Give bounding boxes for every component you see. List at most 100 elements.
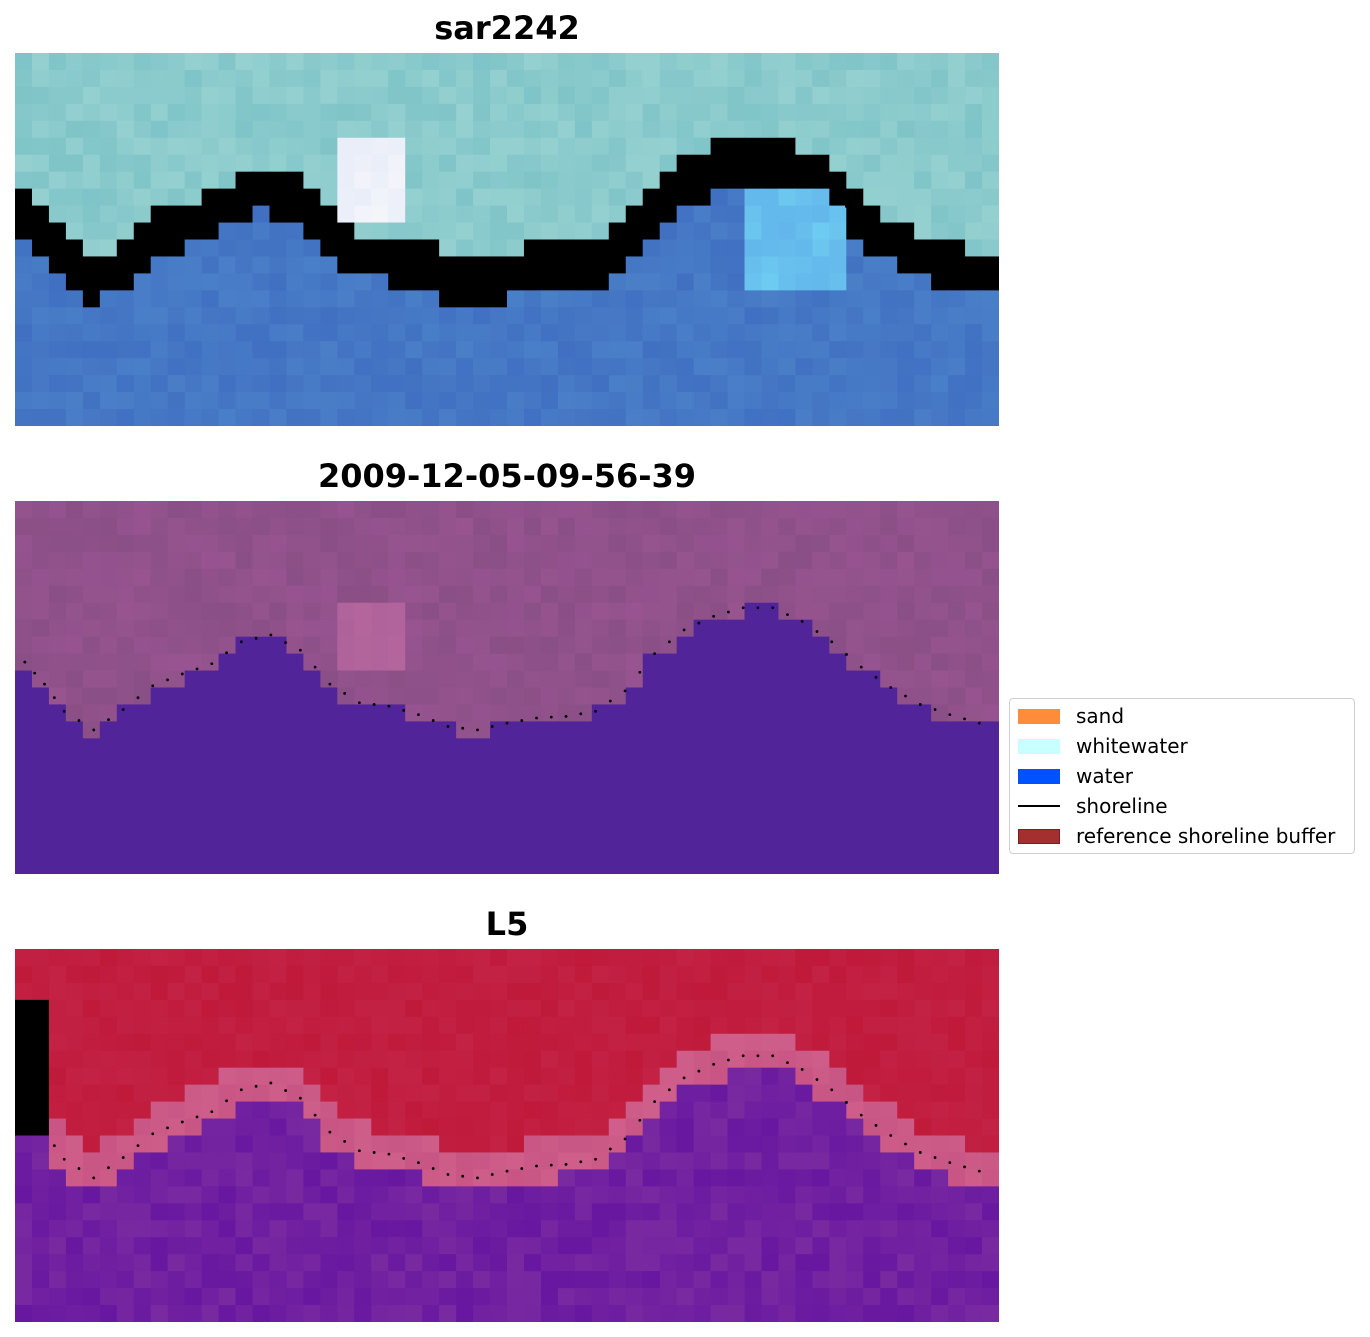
image-pixel xyxy=(252,949,271,967)
image-pixel xyxy=(473,222,491,241)
image-pixel xyxy=(693,1033,712,1052)
image-pixel xyxy=(303,154,321,173)
image-pixel xyxy=(710,534,729,553)
image-pixel xyxy=(965,721,983,739)
image-pixel xyxy=(608,1050,627,1069)
shoreline-point xyxy=(653,1100,656,1103)
image-pixel xyxy=(659,949,678,967)
image-pixel xyxy=(574,806,593,824)
image-pixel xyxy=(184,290,203,308)
image-pixel xyxy=(473,1084,491,1103)
image-pixel xyxy=(337,1271,355,1289)
image-pixel xyxy=(320,188,338,207)
image-pixel xyxy=(167,687,186,706)
image-pixel xyxy=(405,205,423,224)
image-pixel xyxy=(473,239,491,258)
image-pixel xyxy=(15,721,33,739)
image-pixel xyxy=(371,120,389,139)
shoreline-point xyxy=(579,1160,583,1164)
image-pixel xyxy=(31,171,50,190)
image-pixel xyxy=(150,239,169,258)
image-pixel xyxy=(659,1186,678,1204)
image-pixel xyxy=(405,568,423,587)
image-pixel xyxy=(846,738,864,756)
image-pixel xyxy=(880,1305,898,1322)
image-pixel xyxy=(608,1237,627,1255)
image-pixel xyxy=(65,103,84,122)
image-pixel xyxy=(608,205,627,224)
image-pixel xyxy=(184,273,203,291)
image-pixel xyxy=(303,840,321,858)
image-pixel xyxy=(795,1050,813,1069)
image-pixel xyxy=(167,534,186,553)
image-pixel xyxy=(184,53,203,71)
image-pixel xyxy=(507,965,525,984)
image-pixel xyxy=(557,188,576,207)
image-pixel xyxy=(829,823,847,841)
image-pixel xyxy=(676,551,695,570)
image-pixel xyxy=(693,1016,712,1035)
image-pixel xyxy=(320,324,338,342)
image-pixel xyxy=(507,239,525,258)
image-pixel xyxy=(184,1237,203,1255)
shoreline-point xyxy=(594,1157,597,1161)
image-pixel xyxy=(133,239,152,258)
image-pixel xyxy=(48,290,67,308)
image-pixel xyxy=(914,551,932,570)
image-pixel xyxy=(829,103,847,122)
image-pixel xyxy=(540,205,559,224)
image-pixel xyxy=(422,1152,440,1170)
image-pixel xyxy=(473,534,491,553)
image-pixel xyxy=(744,1050,763,1069)
image-pixel xyxy=(523,823,542,841)
image-pixel xyxy=(540,551,559,570)
shoreline-point xyxy=(254,1084,258,1088)
shoreline-point xyxy=(180,224,184,228)
image-pixel xyxy=(897,1016,915,1035)
image-pixel xyxy=(557,806,576,824)
image-pixel xyxy=(659,1067,678,1086)
image-pixel xyxy=(829,1305,847,1322)
image-pixel xyxy=(642,1135,661,1154)
image-pixel xyxy=(388,704,406,722)
image-pixel xyxy=(150,137,169,156)
image-pixel xyxy=(897,517,915,536)
image-pixel xyxy=(337,1254,355,1272)
shoreline-point xyxy=(608,699,612,703)
shoreline-point xyxy=(33,671,37,675)
image-pixel xyxy=(812,534,830,553)
image-pixel xyxy=(320,687,338,706)
image-pixel xyxy=(727,1271,746,1289)
image-pixel xyxy=(15,999,33,1018)
image-pixel xyxy=(778,840,797,858)
image-pixel xyxy=(82,1101,101,1120)
image-pixel xyxy=(303,806,321,824)
image-pixel xyxy=(948,137,966,156)
image-pixel xyxy=(286,273,305,291)
image-pixel xyxy=(625,1152,644,1170)
image-pixel xyxy=(778,324,797,342)
image-pixel xyxy=(201,222,220,241)
image-pixel xyxy=(116,1254,135,1272)
image-pixel xyxy=(846,721,864,739)
image-pixel xyxy=(795,1135,813,1154)
shoreline-point xyxy=(298,200,302,204)
shoreline-point xyxy=(328,682,332,686)
image-pixel xyxy=(235,501,254,519)
image-pixel xyxy=(507,1152,525,1170)
image-pixel xyxy=(405,137,423,156)
image-pixel xyxy=(523,568,542,587)
image-pixel xyxy=(201,653,220,672)
image-pixel xyxy=(116,103,135,122)
image-pixel xyxy=(320,1237,338,1255)
image-pixel xyxy=(897,585,915,604)
image-pixel xyxy=(676,949,695,967)
image-pixel xyxy=(965,137,983,156)
image-pixel xyxy=(337,239,355,258)
image-pixel xyxy=(710,324,729,342)
image-pixel xyxy=(167,358,186,376)
image-pixel xyxy=(48,1254,67,1272)
image-pixel xyxy=(744,721,763,739)
image-pixel xyxy=(948,120,966,139)
image-pixel xyxy=(608,154,627,173)
